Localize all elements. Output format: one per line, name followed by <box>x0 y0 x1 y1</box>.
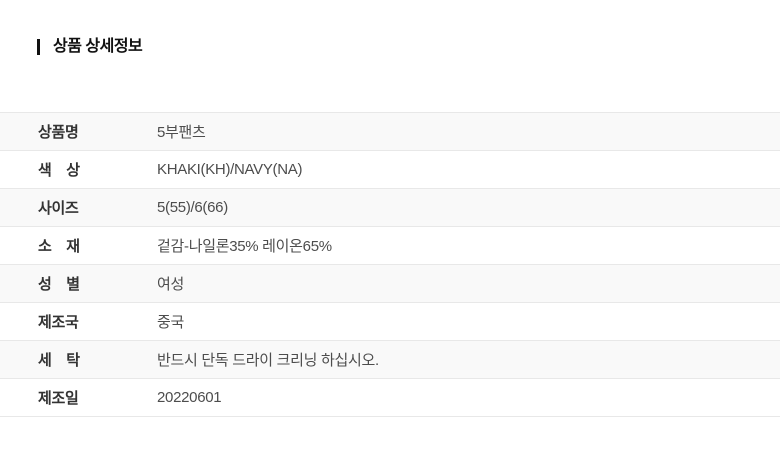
table-row-country: 제조국 중국 <box>0 303 780 341</box>
table-row-washing: 세 탁 반드시 단독 드라이 크리닝 하십시오. <box>0 341 780 379</box>
table-row-color: 색 상 KHAKI(KH)/NAVY(NA) <box>0 151 780 189</box>
row-value: 5(55)/6(66) <box>157 199 228 216</box>
row-label: 세 탁 <box>38 352 80 369</box>
row-value: 20220601 <box>157 389 222 406</box>
row-value: 겉감-나일론35% 레이온65% <box>157 238 332 255</box>
row-value: 5부팬츠 <box>157 124 206 141</box>
row-label: 상품명 <box>38 124 79 141</box>
row-label: 성 별 <box>38 276 80 293</box>
title-accent-bar <box>37 38 40 55</box>
page-title: 상품 상세정보 <box>53 38 143 55</box>
section-header: 상품 상세정보 <box>37 37 780 56</box>
table-row-gender: 성 별 여성 <box>0 265 780 303</box>
row-value: 반드시 단독 드라이 크리닝 하십시오. <box>157 352 379 369</box>
row-label: 소 재 <box>38 238 80 255</box>
table-row-manufacture-date: 제조일 20220601 <box>0 379 780 417</box>
row-label: 사이즈 <box>38 200 79 217</box>
row-label: 제조일 <box>38 390 79 407</box>
table-row-size: 사이즈 5(55)/6(66) <box>0 189 780 227</box>
row-label: 제조국 <box>38 314 79 331</box>
row-value: 여성 <box>157 276 185 293</box>
row-label: 색 상 <box>38 162 80 179</box>
table-row-material: 소 재 겉감-나일론35% 레이온65% <box>0 227 780 265</box>
product-detail-table: 상품명 5부팬츠 색 상 KHAKI(KH)/NAVY(NA) 사이즈 5(55… <box>0 112 780 417</box>
row-value: KHAKI(KH)/NAVY(NA) <box>157 161 303 178</box>
row-value: 중국 <box>157 314 185 331</box>
table-row-product-name: 상품명 5부팬츠 <box>0 113 780 151</box>
